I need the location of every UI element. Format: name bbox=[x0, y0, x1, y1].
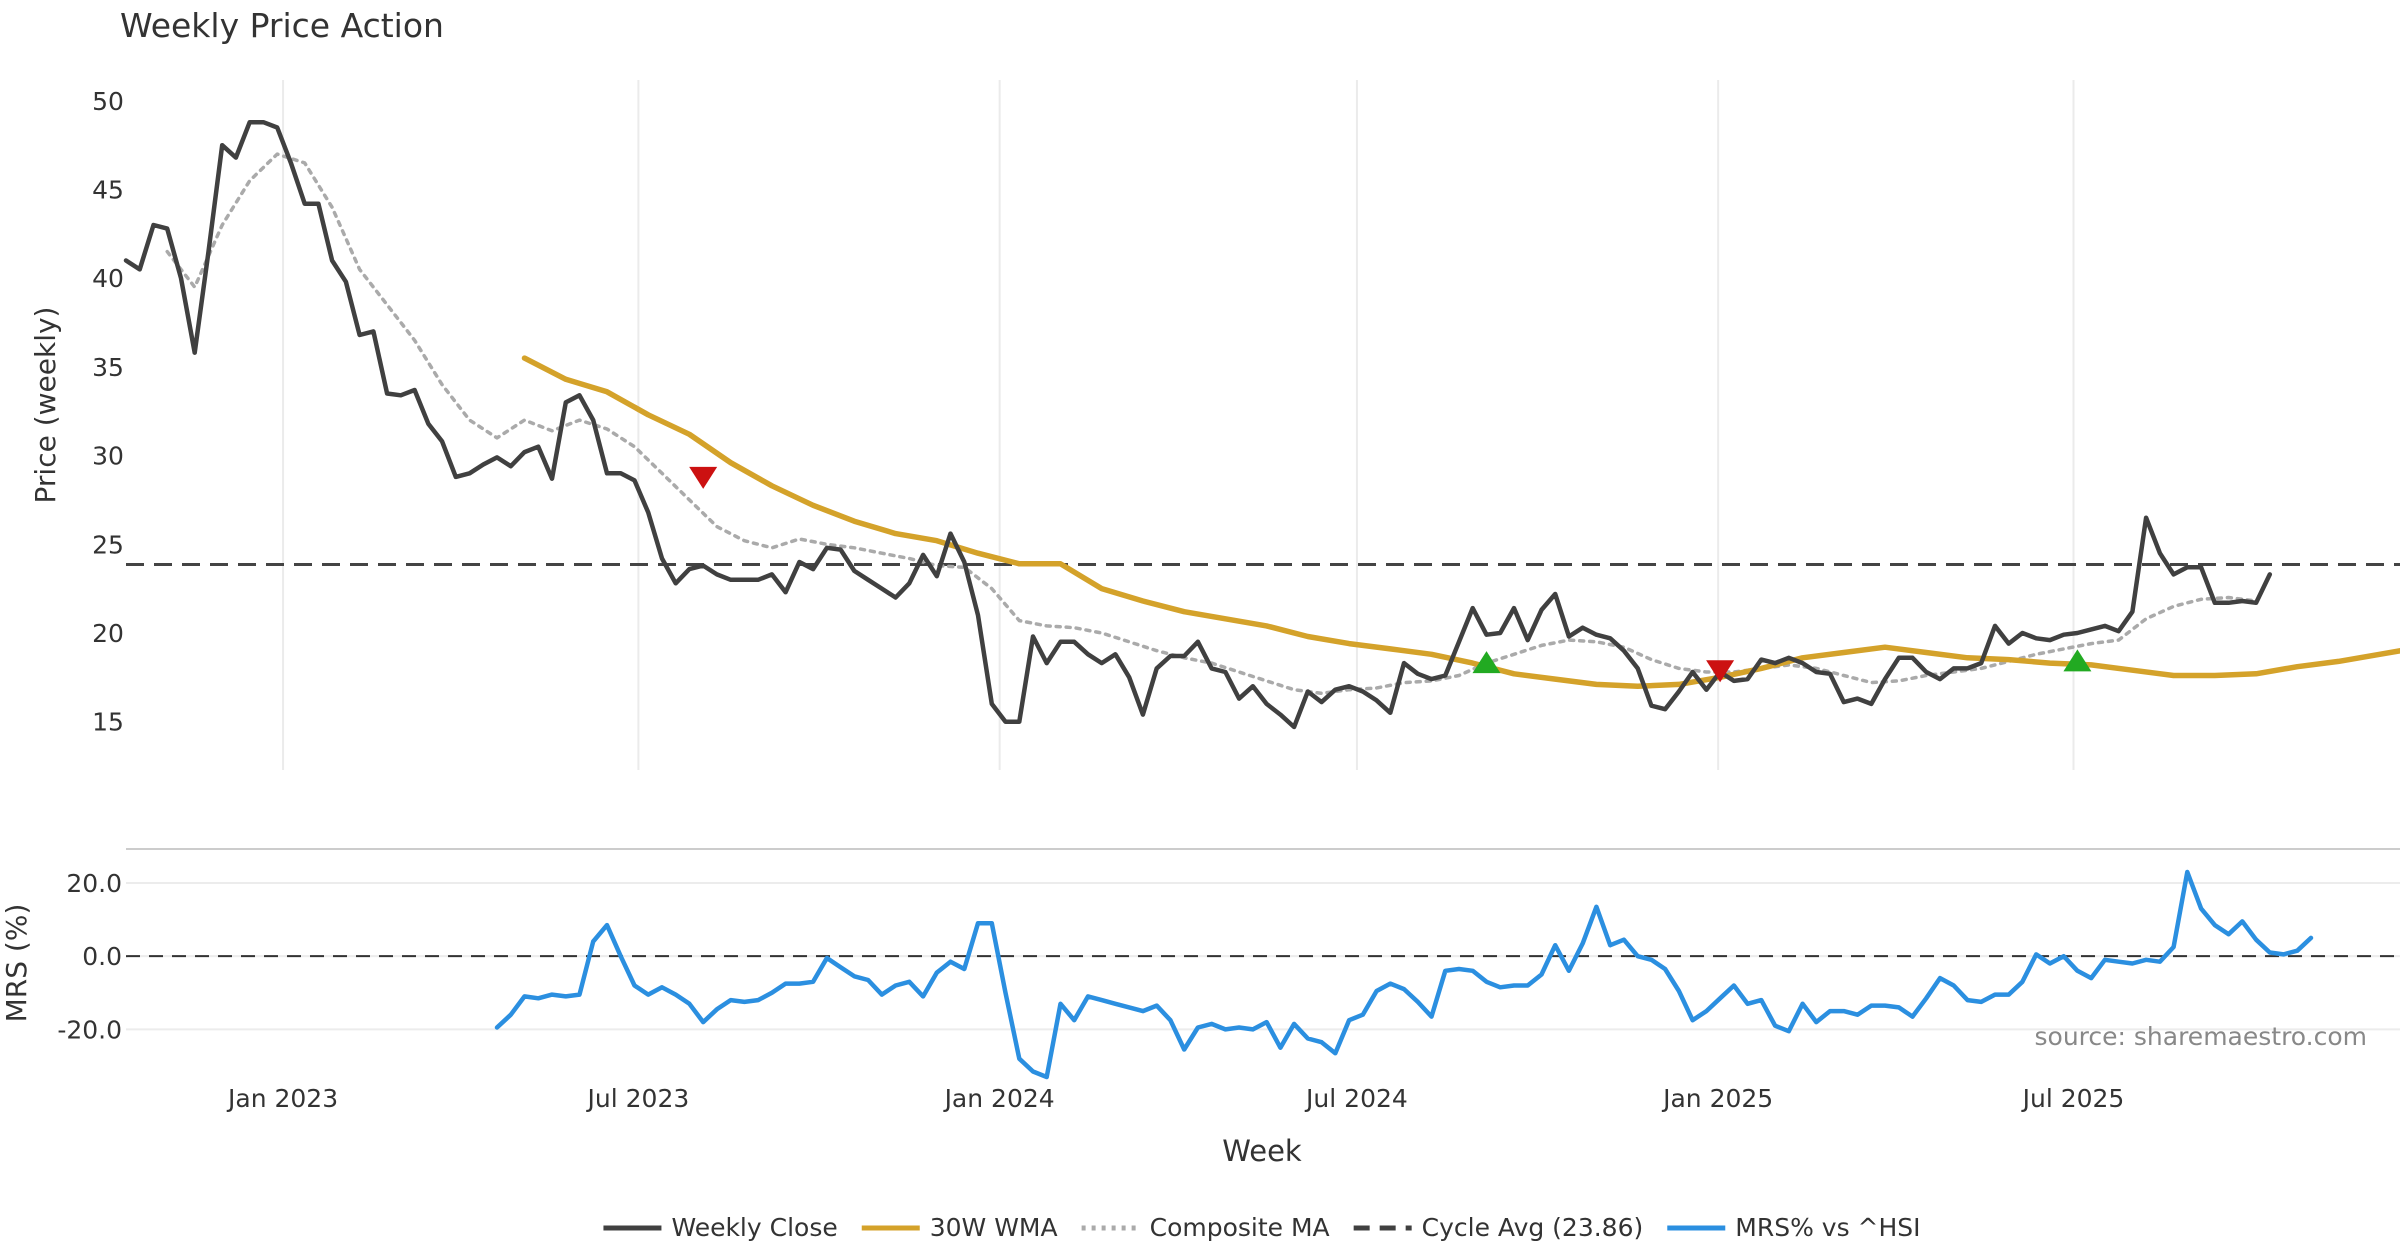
price-y-tick: 50 bbox=[92, 87, 124, 116]
x-tick-label: Jan 2023 bbox=[226, 1084, 338, 1113]
price-y-tick: 45 bbox=[92, 176, 124, 205]
mrs-series bbox=[494, 869, 2314, 1080]
x-tick-label: Jul 2023 bbox=[586, 1084, 690, 1113]
price-y-tick: 15 bbox=[92, 708, 124, 737]
price-y-tick: 30 bbox=[92, 442, 124, 471]
price-y-tick: 20 bbox=[92, 619, 124, 648]
x-tick-label: Jan 2024 bbox=[943, 1084, 1055, 1113]
price-y-tick-labels: 50 45 40 35 30 25 20 15 bbox=[92, 87, 124, 737]
sell-signal-marker bbox=[689, 466, 718, 489]
price-y-axis-label: Price (weekly) bbox=[29, 307, 62, 504]
legend-label: Weekly Close bbox=[671, 1213, 837, 1242]
legend-label: Cycle Avg (23.86) bbox=[1422, 1213, 1644, 1242]
mrs-line bbox=[494, 869, 2314, 1080]
price-panel-grid bbox=[282, 80, 2075, 770]
weekly-close-line bbox=[123, 119, 2273, 730]
price-y-tick: 40 bbox=[92, 264, 124, 293]
source-annotation: source: sharemaestro.com bbox=[2035, 1022, 2368, 1051]
mrs-y-tick: -20.0 bbox=[57, 1015, 122, 1044]
x-tick-label: Jan 2025 bbox=[1661, 1084, 1773, 1113]
legend-label: Composite MA bbox=[1150, 1213, 1330, 1242]
price-y-tick: 35 bbox=[92, 353, 124, 382]
wma-30w-line bbox=[521, 355, 2400, 689]
composite-ma-line bbox=[165, 152, 2258, 696]
legend-label: MRS% vs ^HSI bbox=[1735, 1213, 1920, 1242]
x-tick-label: Jul 2024 bbox=[1304, 1084, 1408, 1113]
mrs-y-axis-label: MRS (%) bbox=[0, 904, 33, 1023]
price-y-tick: 25 bbox=[92, 530, 124, 559]
mrs-y-tick: 0.0 bbox=[82, 942, 122, 971]
x-tick-labels: Jan 2023 Jul 2023 Jan 2024 Jul 2024 Jan 2025… bbox=[226, 1084, 2124, 1113]
buy-signal-marker bbox=[1472, 651, 1501, 674]
buy-signal-marker bbox=[2063, 649, 2092, 672]
mrs-y-tick-labels: 20.0 0.0 -20.0 bbox=[57, 869, 122, 1044]
x-axis-label: Week bbox=[1222, 1134, 1302, 1168]
chart-title: Weekly Price Action bbox=[120, 6, 444, 45]
x-tick-label: Jul 2025 bbox=[2021, 1084, 2125, 1113]
legend-label: 30W WMA bbox=[930, 1213, 1058, 1242]
sell-signal-marker bbox=[1706, 660, 1735, 683]
price-series bbox=[123, 119, 2400, 730]
signal-markers bbox=[689, 466, 2092, 683]
legend: Weekly Close 30W WMA Composite MA Cycle Avg… bbox=[603, 1213, 1921, 1242]
mrs-y-tick: 20.0 bbox=[66, 869, 122, 898]
